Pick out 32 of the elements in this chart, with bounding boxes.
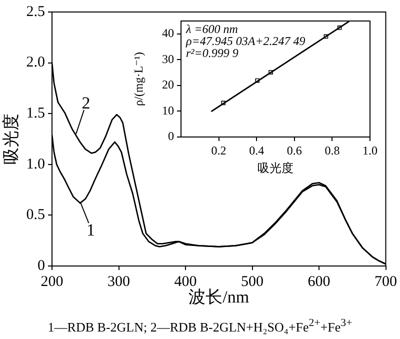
y-axis-title: ρ/(mg·L⁻¹) bbox=[131, 52, 146, 106]
annotation: 1 bbox=[86, 220, 95, 240]
x-tick-label: 300 bbox=[108, 274, 130, 290]
x-tick-label: 200 bbox=[40, 274, 64, 290]
y-tick-label: 2.0 bbox=[26, 54, 45, 71]
y-tick-label: 0 bbox=[168, 129, 174, 144]
x-tick-label: 700 bbox=[374, 274, 397, 290]
y-tick-label: 40 bbox=[162, 26, 174, 40]
x-tick-label: 400 bbox=[174, 274, 197, 290]
x-tick-label: 1.0 bbox=[362, 143, 378, 158]
y-axis-title: 吸光度 bbox=[2, 114, 21, 164]
y-tick-label: 20 bbox=[162, 78, 174, 92]
annotation: 2 bbox=[82, 93, 90, 112]
x-tick-label: 600 bbox=[308, 274, 330, 290]
y-tick-label: 0.5 bbox=[26, 207, 45, 224]
x-axis-title: 波长/nm bbox=[188, 287, 250, 306]
y-tick-label: 10 bbox=[162, 103, 174, 118]
x-tick-label: 0.6 bbox=[286, 143, 302, 158]
x-tick-label: 0.4 bbox=[249, 143, 264, 158]
y-tick-label: 2.5 bbox=[26, 4, 45, 20]
annotation: λ =600 nm bbox=[185, 22, 238, 36]
annotation: ρ=47.945 03A+2.247 49 bbox=[185, 34, 306, 48]
y-tick-label: 1.5 bbox=[26, 106, 45, 122]
x-tick-label: 500 bbox=[241, 274, 264, 290]
x-axis-title: 吸光度 bbox=[258, 160, 294, 175]
x-tick-label: 0.2 bbox=[211, 143, 226, 158]
text: 1—RDB B-2GLN; 2—RDB B-2GLN+H₂SO₄+Fe$^{2+}$+Fe$^{3+}$ bbox=[46, 316, 354, 336]
y-tick-label: 30 bbox=[162, 52, 174, 66]
y-tick-label: 1.0 bbox=[26, 156, 45, 172]
y-tick-label: 0 bbox=[38, 258, 45, 274]
x-tick-label: 0.8 bbox=[324, 143, 340, 158]
annotation: r²=0.999 9 bbox=[186, 46, 238, 60]
